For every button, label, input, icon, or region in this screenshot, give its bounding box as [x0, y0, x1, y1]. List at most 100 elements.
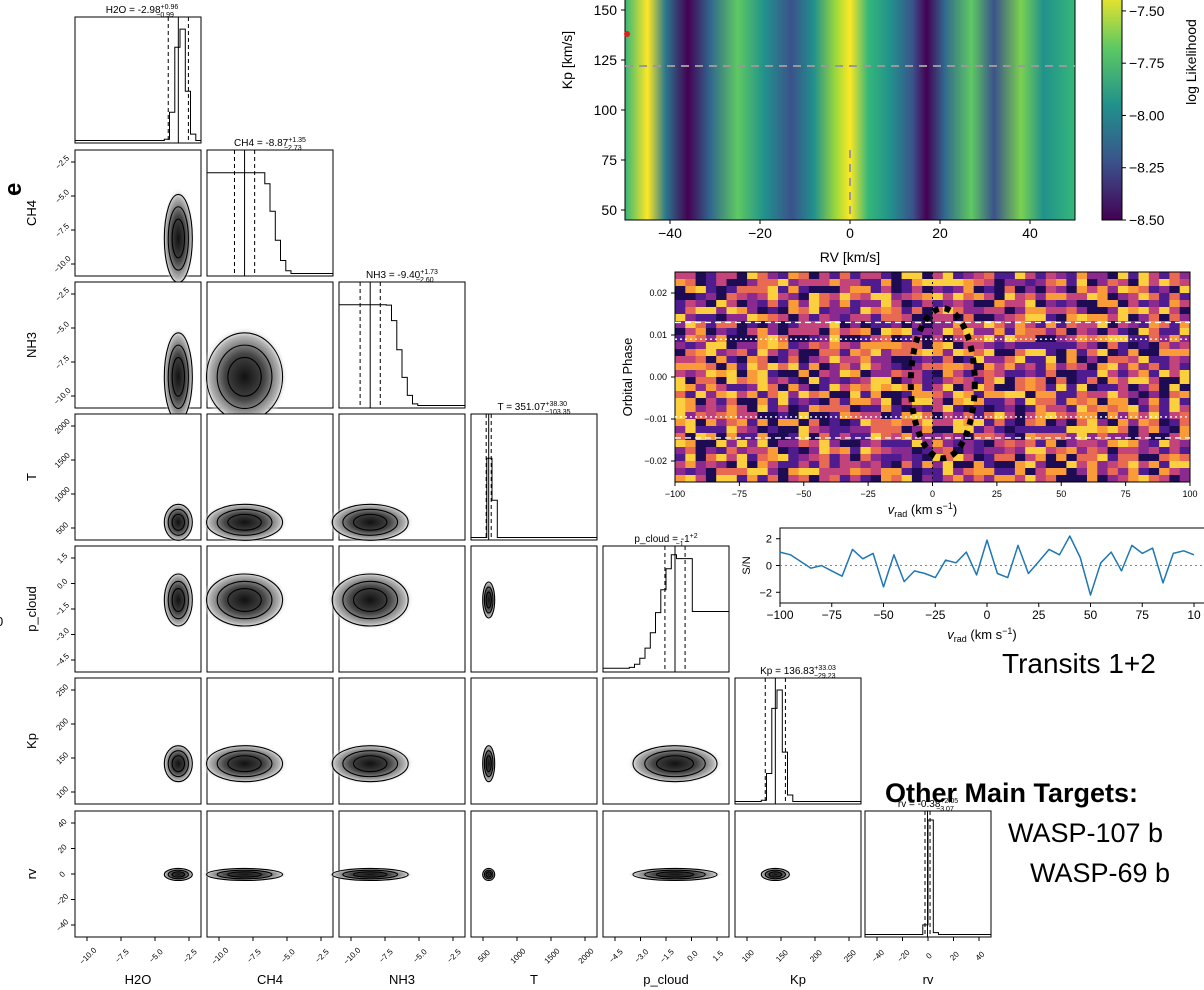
phase-cell: [1035, 342, 1047, 350]
phase-cell: [705, 279, 717, 287]
phase-cell: [953, 286, 964, 294]
sn-x-tick-label: 0: [984, 608, 991, 622]
phase-cell: [994, 321, 1005, 329]
phase-cell: [1159, 293, 1170, 301]
phase-cell: [757, 419, 769, 427]
phase-cell: [1014, 272, 1026, 280]
phase-cell: [984, 426, 995, 434]
phase-cell: [798, 468, 810, 476]
phase-cell: [881, 384, 892, 392]
phase-cell: [839, 447, 851, 455]
phase-cell: [850, 447, 861, 455]
phase-cell: [911, 398, 923, 406]
phase-cell: [1035, 475, 1047, 483]
phase-cell: [695, 279, 707, 287]
label-unit: (km s: [967, 627, 1003, 642]
phase-cell: [778, 475, 789, 483]
phase-cell: [829, 426, 841, 434]
phase-cell: [1025, 321, 1036, 329]
phase-cell: [726, 412, 738, 420]
phase-cell: [747, 293, 758, 301]
phase-cell: [716, 272, 727, 280]
phase-cell: [1076, 363, 1088, 371]
phase-cell: [850, 475, 861, 483]
contour-2: [483, 869, 494, 880]
phase-cell: [736, 391, 748, 399]
phase-cell: [1097, 286, 1108, 294]
phase-cell: [953, 412, 964, 420]
contour-2: [644, 869, 706, 880]
colorbar-label: log Likelihood: [1183, 19, 1199, 105]
phase-cell: [922, 286, 933, 294]
phase-y-tick-label: −0.02: [644, 456, 667, 466]
phase-cell: [870, 272, 882, 280]
phase-cell: [788, 349, 799, 357]
phase-cell: [942, 384, 954, 392]
label-exp: −1: [1002, 626, 1012, 636]
label-close: ): [953, 502, 957, 517]
phase-cell: [1045, 356, 1057, 364]
phase-cell: [1045, 398, 1057, 406]
phase-cell: [757, 447, 769, 455]
y-tick-label: 1.5: [55, 551, 70, 566]
phase-cell: [1087, 447, 1098, 455]
phase-cell: [757, 363, 769, 371]
phase-cell: [778, 328, 789, 336]
phase-cell: [829, 300, 841, 308]
phase-cell: [1066, 426, 1078, 434]
phase-cell: [705, 405, 717, 413]
phase-cell: [736, 419, 748, 427]
phase-cell: [685, 426, 696, 434]
title-sub: −3.07: [936, 806, 954, 813]
phase-cell: [1107, 468, 1119, 476]
phase-cell: [1138, 356, 1150, 364]
phase-cell: [1087, 349, 1098, 357]
phase-cell: [1138, 440, 1150, 448]
phase-cell: [942, 328, 954, 336]
phase-cell: [1004, 468, 1016, 476]
phase-cell: [747, 342, 758, 350]
corner-title-Kp: Kp = 136.83+33.03 −29.23: [760, 665, 836, 680]
phase-cell: [778, 461, 789, 469]
phase-cell: [860, 356, 872, 364]
contour-1: [331, 503, 409, 541]
phase-cell: [1117, 314, 1129, 322]
phase-cell: [994, 475, 1005, 483]
phase-cell: [788, 377, 799, 385]
phase-cell: [1076, 384, 1088, 392]
phase-cell: [984, 342, 995, 350]
phase-cell: [767, 412, 779, 420]
phase-cell: [1066, 475, 1078, 483]
phase-cell: [1117, 461, 1129, 469]
phase-cell: [973, 279, 985, 287]
phase-cell: [1138, 300, 1150, 308]
phase-cell: [1014, 314, 1026, 322]
phase-cell: [1159, 321, 1170, 329]
phase-cell: [819, 447, 830, 455]
contour-1: [163, 503, 193, 541]
contour-1: [482, 581, 496, 619]
phase-cell: [1056, 272, 1067, 280]
phase-cell: [963, 363, 975, 371]
phase-cell: [1014, 307, 1026, 315]
phase-cell: [1138, 314, 1150, 322]
phase-cell: [685, 419, 696, 427]
phase-cell: [1117, 321, 1129, 329]
phase-cell: [705, 391, 717, 399]
corner-panel-CH4-CH4: [206, 149, 334, 277]
phase-cell: [994, 461, 1005, 469]
phase-cell: [685, 377, 696, 385]
phase-cell: [922, 398, 933, 406]
phase-cell: [860, 419, 872, 427]
phase-cell: [1087, 475, 1098, 483]
phase-cell: [1169, 370, 1181, 378]
histogram-Kp: [734, 689, 861, 804]
phase-cell: [860, 293, 872, 301]
phase-cell: [1076, 335, 1088, 343]
phase-cell: [788, 412, 799, 420]
phase-cell: [1035, 286, 1047, 294]
phase-cell: [1117, 412, 1129, 420]
phase-cell: [819, 419, 830, 427]
phase-cell: [716, 370, 727, 378]
phase-cell: [911, 384, 923, 392]
